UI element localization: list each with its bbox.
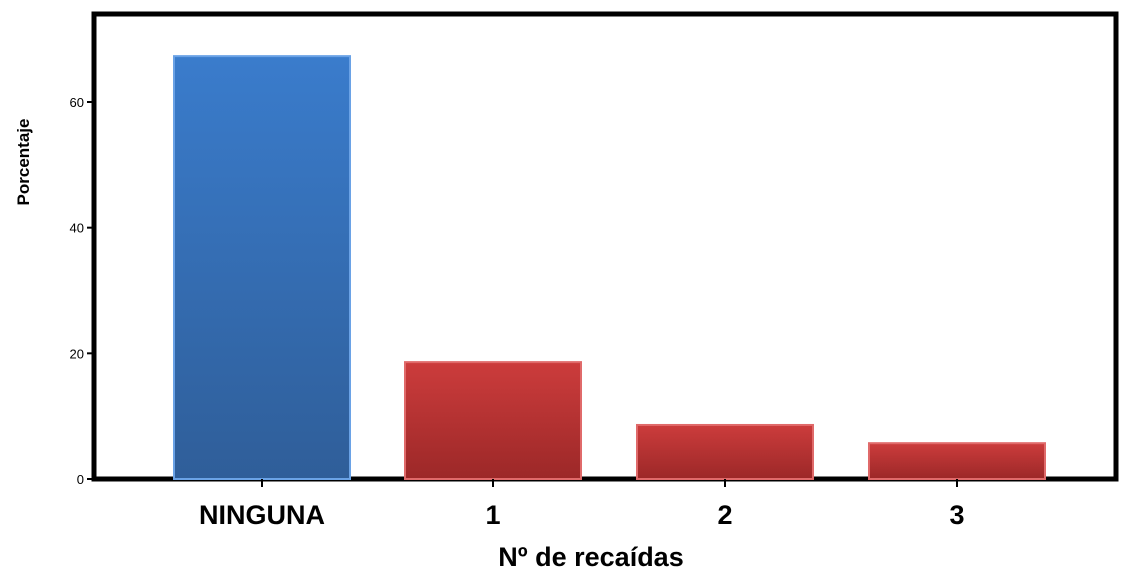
y-tick-label: 0 [77,472,84,487]
bar-3 [868,442,1046,480]
bar-ninguna [173,55,351,481]
y-axis-ticks: 0 20 40 60 [70,95,94,487]
bar-1 [404,361,582,481]
bar-2 [636,423,814,481]
x-tick-label: 3 [949,500,964,530]
y-tick-label: 40 [70,221,84,236]
x-tick-label: 1 [485,500,500,530]
x-tick-label: 2 [717,500,732,530]
x-tick-label: NINGUNA [199,500,325,530]
x-axis-label: Nº de recaídas [498,542,683,572]
y-axis-label: Porcentaje [14,119,33,206]
y-tick-label: 20 [70,346,84,361]
y-tick-label: 60 [70,95,84,110]
x-axis-category-labels: NINGUNA 1 2 3 [199,479,965,530]
